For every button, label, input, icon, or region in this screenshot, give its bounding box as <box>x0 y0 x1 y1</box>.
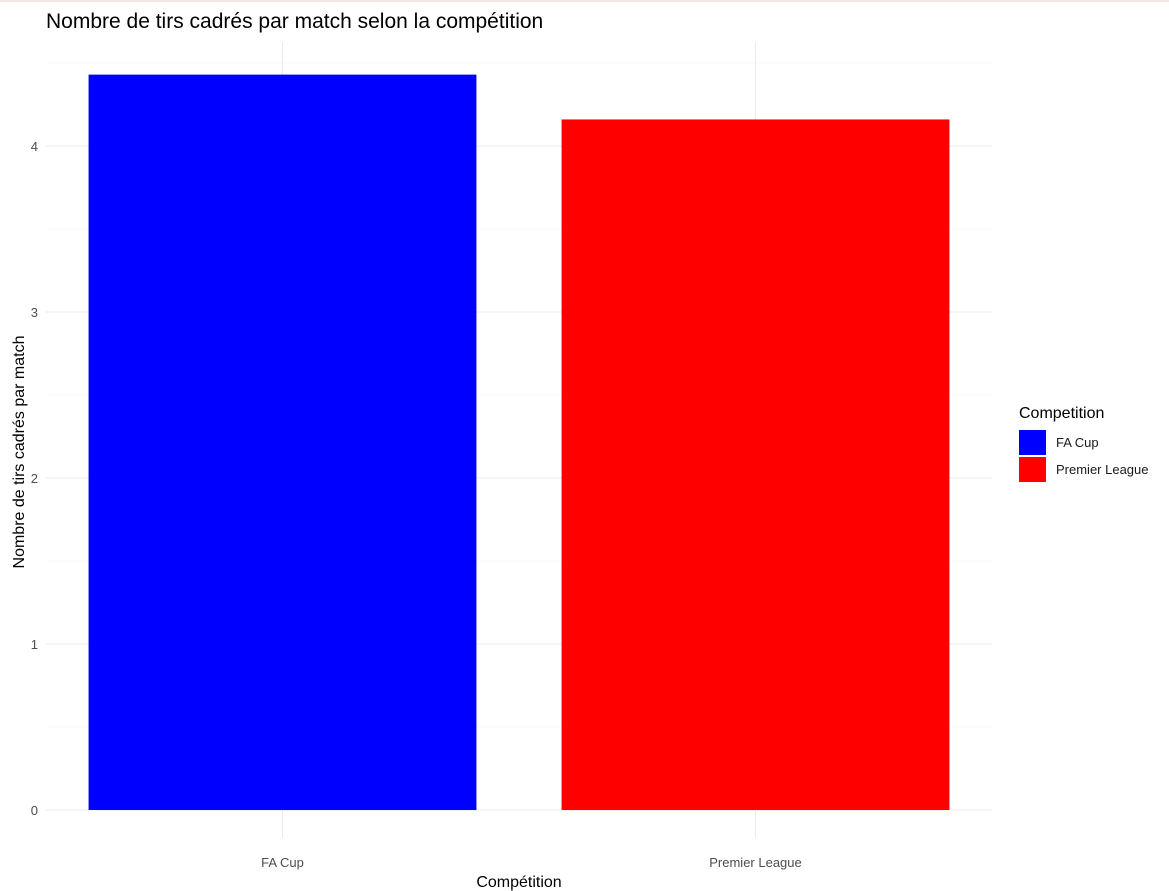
legend-items: FA Cup Premier League <box>1019 430 1149 482</box>
legend-swatch <box>1019 430 1046 455</box>
x-tick-label: FA Cup <box>261 855 304 870</box>
chart-title: Nombre de tirs cadrés par match selon la… <box>46 10 543 33</box>
bars <box>88 74 950 811</box>
bar-premier-league <box>561 119 950 810</box>
y-tick-label: 0 <box>31 803 38 818</box>
legend-label: FA Cup <box>1056 435 1099 450</box>
y-axis-title: Nombre de tirs cadrés par match <box>11 336 28 569</box>
bar-fa-cup <box>88 74 477 811</box>
legend-swatch <box>1019 457 1046 482</box>
y-axis-ticks: 0 1 2 3 4 <box>31 139 38 818</box>
x-tick-label: Premier League <box>709 855 802 870</box>
y-tick-label: 4 <box>31 139 38 154</box>
legend-title: Competition <box>1019 405 1104 422</box>
x-axis-title: Compétition <box>476 874 561 891</box>
legend-label: Premier League <box>1056 462 1149 477</box>
x-axis-ticks: FA Cup Premier League <box>261 855 802 870</box>
legend: Competition FA Cup Premier League <box>1019 405 1149 482</box>
y-tick-label: 3 <box>31 305 38 320</box>
y-tick-label: 2 <box>31 471 38 486</box>
y-tick-label: 1 <box>31 637 38 652</box>
